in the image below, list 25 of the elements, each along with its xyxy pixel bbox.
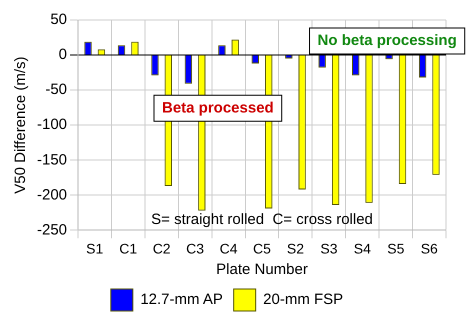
y-tick-label: -250 [36,221,68,238]
x-tick-label: C2 [152,240,171,256]
y-tick-label: -100 [36,116,68,134]
y-tick-label: 50 [50,11,68,28]
annotation: Beta processed [162,99,274,116]
x-tick-label: C3 [186,240,204,256]
annotation: S= straight rolled C= cross rolled [151,210,373,228]
annotation: No beta processing [318,32,457,50]
legend-label: 20-mm FSP [263,291,344,308]
x-tick-label: S1 [86,240,104,256]
y-axis-title: V50 Difference (m/s) [12,56,30,194]
y-tick-label: -200 [36,186,68,204]
x-tick-label: S4 [354,240,372,256]
x-tick-label: S2 [286,240,304,256]
y-tick-label: -150 [36,151,68,168]
legend-label: 12.7-mm AP [140,291,223,308]
x-axis-title: Plate Number [216,261,308,278]
x-tick-label: S5 [387,240,405,256]
x-tick-label: C1 [119,240,138,256]
y-tick-label: -50 [45,81,68,98]
x-tick-label: S3 [320,240,338,256]
x-tick-label: S6 [420,240,438,256]
y-tick-label: 0 [58,46,68,64]
x-tick-label: C5 [253,240,272,256]
x-tick-label: C4 [220,240,238,256]
